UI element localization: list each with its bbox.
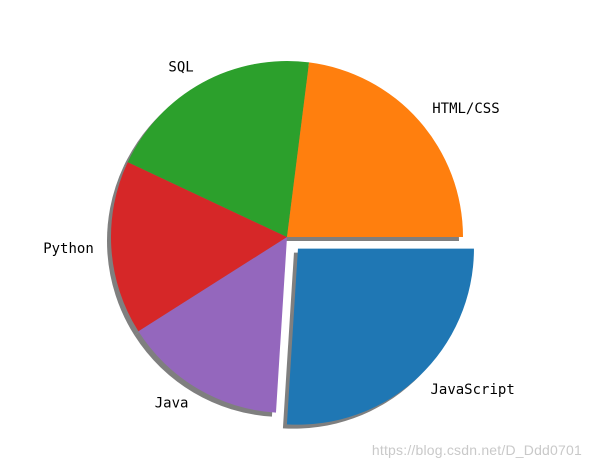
slice-label-java: Java — [155, 396, 189, 412]
pie-labels: JavaScript Java Python SQL HTML/CSS — [43, 59, 515, 411]
pie-slice-html-css — [287, 62, 464, 237]
slice-label-sql: SQL — [168, 59, 193, 75]
pie-slice-sql — [127, 61, 310, 237]
watermark-text: https://blog.csdn.net/D_Ddd0701 — [371, 442, 582, 458]
pie-slices — [111, 61, 474, 425]
slice-label-python: Python — [43, 241, 94, 257]
slice-label-html-css: HTML/CSS — [432, 101, 499, 117]
pie-slice-python — [111, 162, 287, 332]
pie-slice-java — [138, 237, 287, 413]
pie-slice-javascript — [286, 248, 474, 425]
slice-label-javascript: JavaScript — [430, 382, 514, 398]
